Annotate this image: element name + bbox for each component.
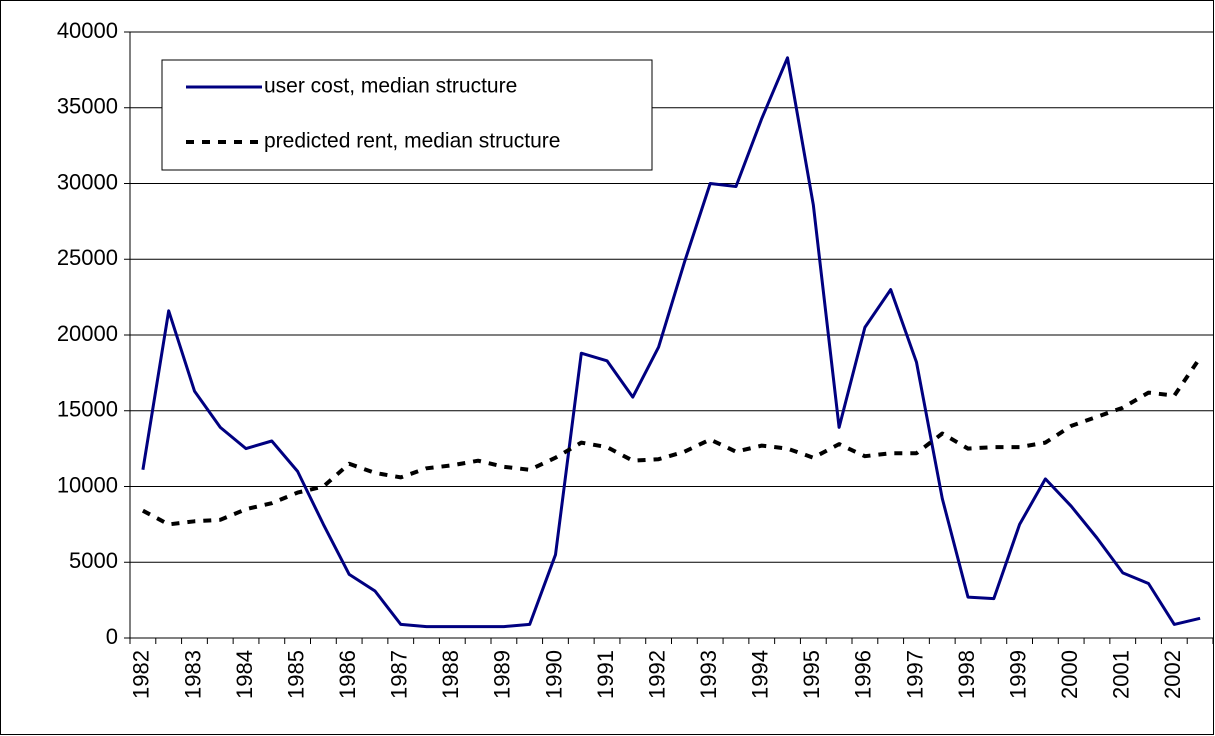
- x-tick-label: 1987: [387, 650, 412, 699]
- x-tick-label: 1991: [593, 650, 618, 699]
- x-tick-label: 2002: [1160, 650, 1185, 699]
- x-tick-label: 2001: [1109, 650, 1134, 699]
- y-tick-label: 20000: [57, 321, 118, 346]
- y-tick-label: 40000: [57, 18, 118, 43]
- x-tick-label: 1994: [748, 650, 773, 699]
- x-tick-label: 1985: [283, 650, 308, 699]
- y-tick-label: 5000: [69, 548, 118, 573]
- legend-label: user cost, median structure: [264, 75, 517, 98]
- x-tick-label: 1993: [696, 650, 721, 699]
- x-tick-label: 2000: [1057, 650, 1082, 699]
- x-tick-label: 1989: [490, 650, 515, 699]
- x-tick-label: 1995: [799, 650, 824, 699]
- y-tick-label: 35000: [57, 94, 118, 119]
- y-tick-label: 30000: [57, 169, 118, 194]
- x-tick-label: 1988: [438, 650, 463, 699]
- x-tick-label: 1999: [1005, 650, 1030, 699]
- x-tick-label: 1984: [232, 650, 257, 699]
- x-tick-label: 1996: [851, 650, 876, 699]
- x-tick-label: 1992: [644, 650, 669, 699]
- lines: [141, 56, 1202, 629]
- x-tick-label: 1997: [902, 650, 927, 699]
- x-tick-label: 1998: [954, 650, 979, 699]
- legend-box: [161, 59, 653, 171]
- x-tick-label: 1983: [180, 650, 205, 699]
- x-tick-label: 1982: [129, 650, 154, 699]
- legend: user cost, median structure predicted ren…: [161, 59, 653, 171]
- x-tick-label: 1990: [541, 650, 566, 699]
- axes: 0 5000 10000 15000 20000 25000 30000 35000 40000…: [57, 18, 1214, 699]
- y-tick-label: 25000: [57, 245, 118, 270]
- legend-label: predicted rent, median structure: [264, 130, 560, 153]
- x-tick-label: 1986: [335, 650, 360, 699]
- y-tick-label: 15000: [57, 397, 118, 422]
- series-line: [141, 356, 1202, 527]
- y-tick-label: 0: [106, 624, 118, 649]
- y-tick-label: 10000: [57, 472, 118, 497]
- series-line: [141, 56, 1201, 629]
